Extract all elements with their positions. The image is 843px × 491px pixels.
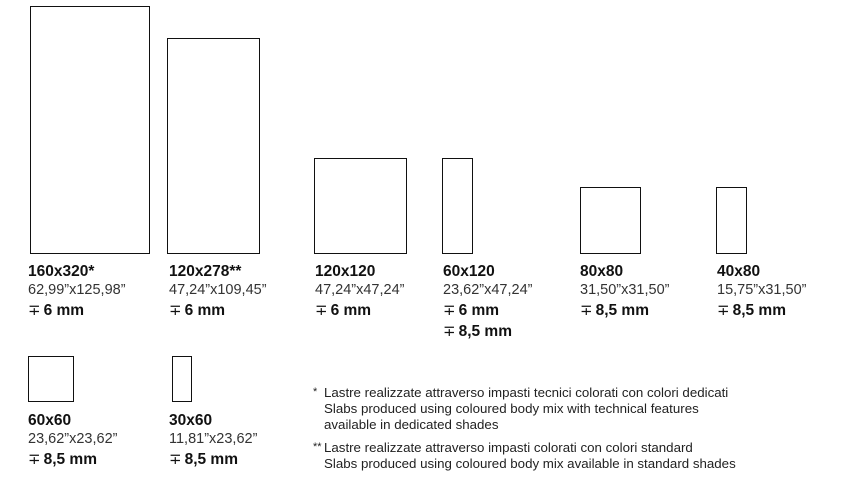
slab-thickness: ∓ 8,5 mm — [28, 451, 97, 468]
slab-inches: 23,62”x47,24” — [443, 282, 533, 298]
thickness-arrows-icon: ∓ — [315, 302, 328, 319]
thickness-arrows-icon: ∓ — [28, 451, 41, 468]
footnote-line: Slabs produced using coloured body mix w… — [324, 401, 699, 416]
slab-size: 30x60 — [169, 412, 213, 429]
footnote-line: Slabs produced using coloured body mix a… — [324, 456, 736, 471]
footnote-double-asterisk: ** Lastre realizzate attraverso impasti … — [313, 440, 838, 472]
slab-info-60x120: 60x120 23,62”x47,24” ∓ 6 mm ∓ 8,5 mm — [443, 262, 532, 342]
slab-80x80-shape — [580, 187, 641, 254]
slab-thickness: ∓ 6 mm — [28, 302, 85, 319]
slab-info-30x60: 30x60 11,81”x23,62” ∓ 8,5 mm — [169, 411, 257, 470]
slab-60x120-shape — [442, 158, 473, 254]
thickness-arrows-icon: ∓ — [443, 302, 456, 319]
slab-thickness: ∓ 6 mm — [169, 302, 226, 319]
thickness-arrows-icon: ∓ — [443, 323, 456, 340]
thickness-arrows-icon: ∓ — [580, 302, 593, 319]
slab-size: 60x60 — [28, 412, 72, 429]
slab-info-160x320: 160x320* 62,99”x125,98” ∓ 6 mm — [28, 262, 126, 321]
footnotes: * Lastre realizzate attraverso impasti t… — [313, 385, 838, 479]
slab-size: 40x80 — [717, 263, 761, 280]
slab-inches: 11,81”x23,62” — [169, 431, 258, 447]
footnote-mark: ** — [313, 441, 322, 453]
footnote-line: available in dedicated shades — [324, 417, 499, 432]
slab-40x80-shape — [716, 187, 747, 254]
slab-120x278-shape — [167, 38, 260, 254]
slab-size: 120x278** — [169, 263, 242, 280]
slab-info-120x278: 120x278** 47,24”x109,45” ∓ 6 mm — [169, 262, 267, 321]
slab-60x60-shape — [28, 356, 74, 402]
footnote-line: Lastre realizzate attraverso impasti tec… — [324, 385, 729, 400]
slab-size: 60x120 — [443, 263, 495, 280]
slab-inches: 62,99”x125,98” — [28, 282, 126, 298]
thickness-arrows-icon: ∓ — [717, 302, 730, 319]
footnote-line: Lastre realizzate attraverso impasti col… — [324, 440, 693, 455]
slab-thickness: ∓ 8,5 mm — [443, 323, 512, 340]
slab-info-60x60: 60x60 23,62”x23,62” ∓ 8,5 mm — [28, 411, 117, 470]
slab-inches: 31,50”x31,50” — [580, 282, 670, 298]
slab-info-80x80: 80x80 31,50”x31,50” ∓ 8,5 mm — [580, 262, 669, 321]
slab-thickness: ∓ 8,5 mm — [580, 302, 649, 319]
thickness-arrows-icon: ∓ — [169, 451, 182, 468]
slab-info-40x80: 40x80 15,75”x31,50” ∓ 8,5 mm — [717, 262, 806, 321]
slab-thickness: ∓ 6 mm — [443, 302, 500, 319]
slab-120x120-shape — [314, 158, 407, 254]
slab-thickness: ∓ 8,5 mm — [717, 302, 786, 319]
footnote-mark: * — [313, 386, 318, 398]
slab-inches: 15,75”x31,50” — [717, 282, 807, 298]
slab-size: 120x120 — [315, 263, 376, 280]
slab-30x60-shape — [172, 356, 192, 402]
thickness-arrows-icon: ∓ — [28, 302, 41, 319]
slab-size: 160x320* — [28, 263, 95, 280]
slab-inches: 23,62”x23,62” — [28, 431, 118, 447]
footnote-single-asterisk: * Lastre realizzate attraverso impasti t… — [313, 385, 838, 433]
thickness-arrows-icon: ∓ — [169, 302, 182, 319]
slab-thickness: ∓ 8,5 mm — [169, 451, 238, 468]
slab-info-120x120: 120x120 47,24”x47,24” ∓ 6 mm — [315, 262, 404, 321]
slab-inches: 47,24”x47,24” — [315, 282, 405, 298]
slab-160x320-shape — [30, 6, 150, 254]
slab-size: 80x80 — [580, 263, 624, 280]
slab-thickness: ∓ 6 mm — [315, 302, 372, 319]
slab-inches: 47,24”x109,45” — [169, 282, 267, 298]
